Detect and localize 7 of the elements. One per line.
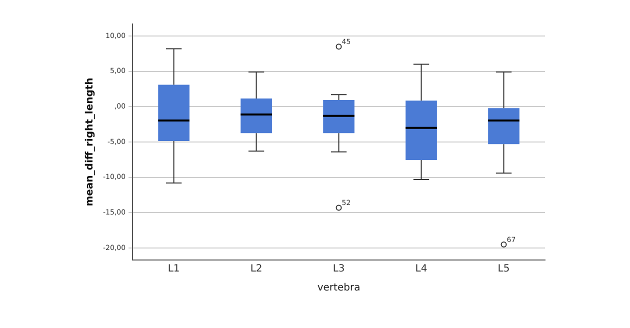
x-axis-title: vertebra <box>317 282 360 294</box>
x-tick-label: L5 <box>498 264 510 275</box>
y-axis-title: mean_diff_right_length <box>84 78 96 206</box>
x-tick-label: L4 <box>415 264 428 275</box>
x-tick-label: L2 <box>250 264 262 275</box>
x-tick-label: L1 <box>168 264 180 275</box>
x-tick-label: L3 <box>332 264 345 275</box>
